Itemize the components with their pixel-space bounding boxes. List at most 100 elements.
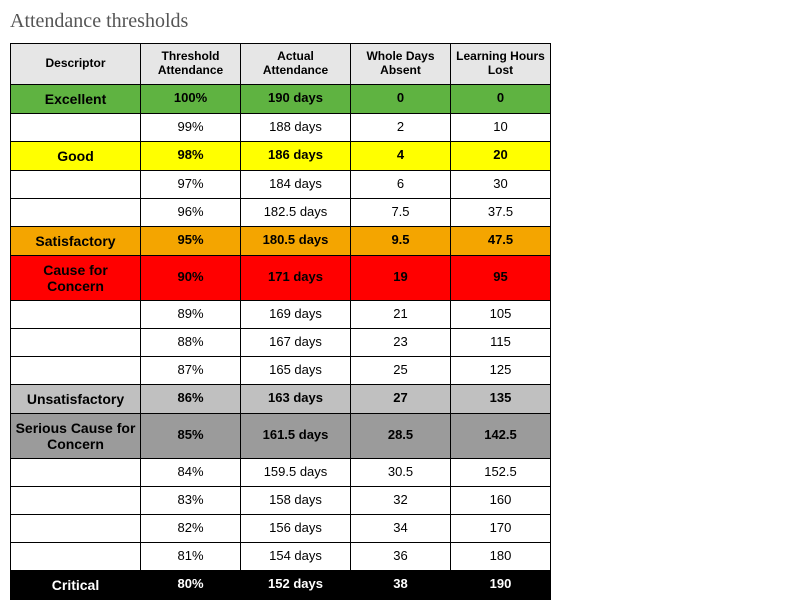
cell-threshold: 81% — [141, 542, 241, 570]
table-row: 97%184 days630 — [11, 170, 551, 198]
col-threshold: Threshold Attendance — [141, 44, 241, 85]
cell-lost: 95 — [451, 255, 551, 300]
cell-actual: 154 days — [241, 542, 351, 570]
table-row: 84%159.5 days30.5152.5 — [11, 458, 551, 486]
cell-absent: 32 — [351, 486, 451, 514]
cell-actual: 158 days — [241, 486, 351, 514]
cell-threshold: 96% — [141, 198, 241, 226]
cell-descriptor — [11, 542, 141, 570]
cell-threshold: 89% — [141, 300, 241, 328]
cell-actual: 165 days — [241, 356, 351, 384]
cell-actual: 182.5 days — [241, 198, 351, 226]
cell-absent: 19 — [351, 255, 451, 300]
table-row: Excellent100%190 days00 — [11, 84, 551, 113]
cell-threshold: 90% — [141, 255, 241, 300]
cell-absent: 0 — [351, 84, 451, 113]
cell-descriptor — [11, 170, 141, 198]
cell-descriptor — [11, 198, 141, 226]
cell-absent: 2 — [351, 113, 451, 141]
col-actual: Actual Attendance — [241, 44, 351, 85]
cell-descriptor: Serious Cause for Concern — [11, 413, 141, 458]
cell-threshold: 99% — [141, 113, 241, 141]
cell-absent: 36 — [351, 542, 451, 570]
cell-descriptor — [11, 300, 141, 328]
cell-descriptor: Good — [11, 141, 141, 170]
cell-actual: 167 days — [241, 328, 351, 356]
cell-threshold: 86% — [141, 384, 241, 413]
table-row: 81%154 days36180 — [11, 542, 551, 570]
table-row: 88%167 days23115 — [11, 328, 551, 356]
cell-descriptor — [11, 113, 141, 141]
cell-descriptor — [11, 514, 141, 542]
cell-actual: 180.5 days — [241, 226, 351, 255]
cell-lost: 0 — [451, 84, 551, 113]
table-row: 83%158 days32160 — [11, 486, 551, 514]
cell-absent: 21 — [351, 300, 451, 328]
table-body: Excellent100%190 days0099%188 days210Goo… — [11, 84, 551, 599]
cell-absent: 7.5 — [351, 198, 451, 226]
cell-absent: 27 — [351, 384, 451, 413]
cell-threshold: 97% — [141, 170, 241, 198]
cell-absent: 30.5 — [351, 458, 451, 486]
col-lost: Learning Hours Lost — [451, 44, 551, 85]
table-row: Serious Cause for Concern85%161.5 days28… — [11, 413, 551, 458]
cell-threshold: 85% — [141, 413, 241, 458]
attendance-table: Descriptor Threshold Attendance Actual A… — [10, 43, 551, 600]
cell-lost: 105 — [451, 300, 551, 328]
cell-absent: 9.5 — [351, 226, 451, 255]
cell-lost: 180 — [451, 542, 551, 570]
cell-descriptor: Unsatisfactory — [11, 384, 141, 413]
cell-actual: 188 days — [241, 113, 351, 141]
cell-lost: 135 — [451, 384, 551, 413]
cell-lost: 190 — [451, 570, 551, 599]
page-title: Attendance thresholds — [10, 10, 779, 33]
cell-actual: 156 days — [241, 514, 351, 542]
cell-threshold: 84% — [141, 458, 241, 486]
cell-actual: 171 days — [241, 255, 351, 300]
cell-descriptor: Critical — [11, 570, 141, 599]
cell-threshold: 88% — [141, 328, 241, 356]
cell-lost: 125 — [451, 356, 551, 384]
cell-actual: 159.5 days — [241, 458, 351, 486]
col-descriptor: Descriptor — [11, 44, 141, 85]
cell-lost: 142.5 — [451, 413, 551, 458]
cell-absent: 34 — [351, 514, 451, 542]
cell-absent: 4 — [351, 141, 451, 170]
cell-actual: 184 days — [241, 170, 351, 198]
cell-lost: 30 — [451, 170, 551, 198]
cell-absent: 28.5 — [351, 413, 451, 458]
cell-actual: 152 days — [241, 570, 351, 599]
table-head: Descriptor Threshold Attendance Actual A… — [11, 44, 551, 85]
table-row: Good98%186 days420 — [11, 141, 551, 170]
cell-descriptor — [11, 356, 141, 384]
table-row: 87%165 days25125 — [11, 356, 551, 384]
table-row: 89%169 days21105 — [11, 300, 551, 328]
col-absent: Whole Days Absent — [351, 44, 451, 85]
cell-threshold: 100% — [141, 84, 241, 113]
cell-lost: 115 — [451, 328, 551, 356]
cell-descriptor — [11, 486, 141, 514]
cell-absent: 25 — [351, 356, 451, 384]
cell-lost: 170 — [451, 514, 551, 542]
cell-threshold: 87% — [141, 356, 241, 384]
cell-lost: 37.5 — [451, 198, 551, 226]
cell-threshold: 95% — [141, 226, 241, 255]
cell-descriptor: Cause for Concern — [11, 255, 141, 300]
cell-threshold: 83% — [141, 486, 241, 514]
cell-descriptor: Excellent — [11, 84, 141, 113]
table-row: 96%182.5 days7.537.5 — [11, 198, 551, 226]
cell-threshold: 82% — [141, 514, 241, 542]
cell-actual: 169 days — [241, 300, 351, 328]
cell-actual: 161.5 days — [241, 413, 351, 458]
table-row: 82%156 days34170 — [11, 514, 551, 542]
cell-lost: 10 — [451, 113, 551, 141]
table-row: Satisfactory95%180.5 days9.547.5 — [11, 226, 551, 255]
cell-absent: 38 — [351, 570, 451, 599]
cell-descriptor — [11, 458, 141, 486]
cell-lost: 47.5 — [451, 226, 551, 255]
cell-lost: 160 — [451, 486, 551, 514]
table-row: Critical80%152 days38190 — [11, 570, 551, 599]
cell-actual: 190 days — [241, 84, 351, 113]
cell-actual: 163 days — [241, 384, 351, 413]
table-row: Cause for Concern90%171 days1995 — [11, 255, 551, 300]
